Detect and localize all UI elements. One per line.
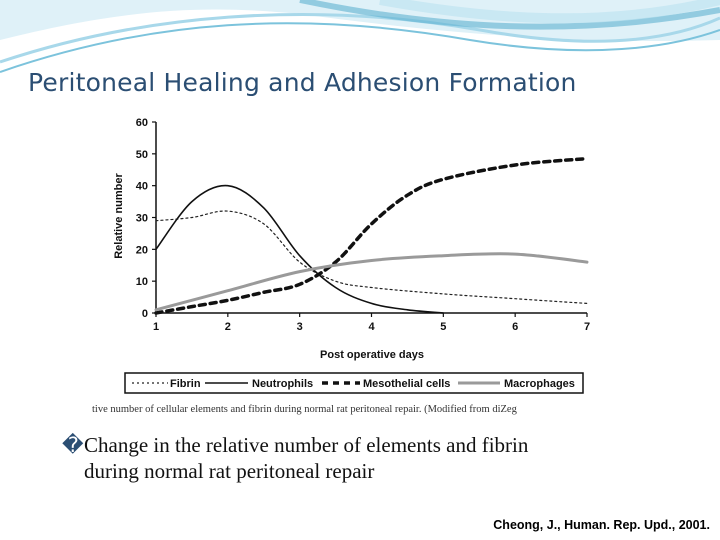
caption-line-1: Change in the relative number of element… xyxy=(84,433,529,457)
series-line-neutrophils xyxy=(155,184,445,314)
legend-box xyxy=(124,372,584,394)
line-chart: 0 10 20 30 40 50 60 1 2 3 4 5 6 7 Relative number Pos… xyxy=(92,117,590,415)
x-tick-label: 6 xyxy=(512,321,518,333)
y-axis-label: Relative number xyxy=(113,172,125,258)
y-tick-label: 10 xyxy=(136,276,148,288)
bullet-glyph: � xyxy=(62,433,84,457)
y-tick-label: 30 xyxy=(136,213,148,225)
x-tick-label: 3 xyxy=(297,321,303,333)
y-tick-label: 20 xyxy=(136,244,148,256)
figure-panel: 0 10 20 30 40 50 60 1 2 3 4 5 6 7 Relative number Pos… xyxy=(90,98,620,416)
figure-source-caption: tive number of cellular elements and fib… xyxy=(92,404,518,415)
legend-label-fibrin: Fibrin xyxy=(170,378,201,390)
y-tick-label: 50 xyxy=(136,149,148,161)
slide-title: Peritoneal Healing and Adhesion Formatio… xyxy=(28,68,577,97)
legend-label-mesothelial: Mesothelial cells xyxy=(363,378,450,390)
legend-label-neutrophils: Neutrophils xyxy=(252,378,313,390)
x-tick-label: 1 xyxy=(153,321,159,333)
series-line-fibrin xyxy=(155,210,588,304)
caption-line-2: during normal rat peritoneal repair xyxy=(84,459,375,483)
y-tick-label: 0 xyxy=(142,308,148,320)
x-axis-label: Post operative days xyxy=(320,349,424,361)
x-tick-label: 5 xyxy=(440,321,446,333)
slide-caption: �Change in the relative number of elemen… xyxy=(62,432,682,484)
series-line-mesothelial-cells xyxy=(154,156,589,315)
x-tick-label: 4 xyxy=(368,321,375,333)
y-tick-label: 40 xyxy=(136,181,148,193)
header-swoosh-decoration xyxy=(0,0,720,73)
legend: Fibrin Neutrophils Mesothelial cells Mac… xyxy=(124,372,584,394)
x-tick-label: 2 xyxy=(225,321,231,333)
y-tick-label: 60 xyxy=(136,117,148,129)
series-line-macrophages xyxy=(154,252,589,312)
citation: Cheong, J., Human. Rep. Upd., 2001. xyxy=(493,518,710,532)
legend-label-macrophages: Macrophages xyxy=(504,378,575,390)
x-tick-label: 7 xyxy=(584,321,590,333)
